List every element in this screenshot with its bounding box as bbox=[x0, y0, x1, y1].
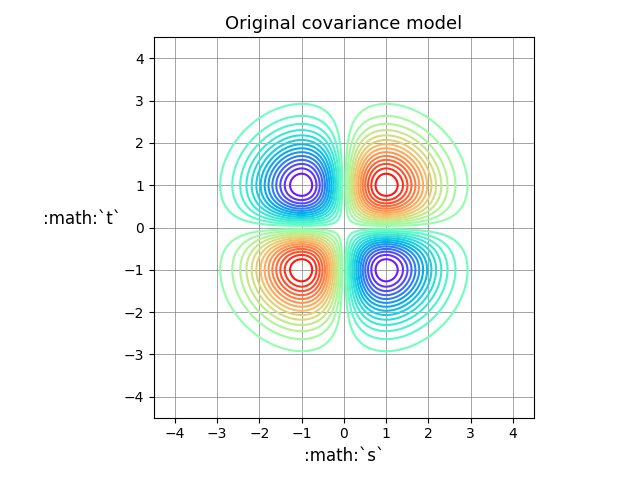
X-axis label: :math:`s`: :math:`s` bbox=[304, 447, 384, 465]
Title: Original covariance model: Original covariance model bbox=[225, 15, 463, 33]
Y-axis label: :math:`t`: :math:`t` bbox=[43, 210, 121, 228]
